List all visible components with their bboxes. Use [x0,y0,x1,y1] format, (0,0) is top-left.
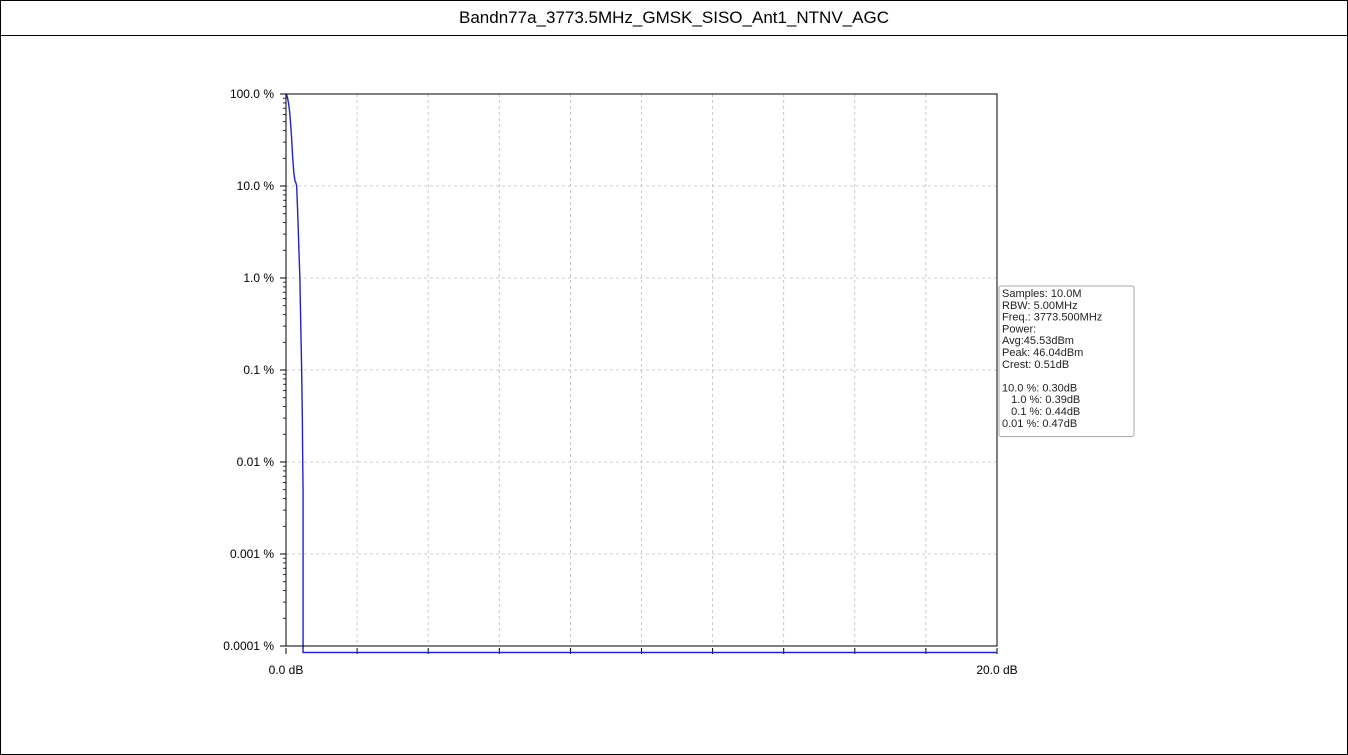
y-tick-label: 0.001 % [230,547,274,561]
y-tick-label: 1.0 % [243,271,274,285]
legend-line: Power: [1002,323,1036,335]
legend-line: Crest: 0.51dB [1002,359,1069,371]
y-tick-label: 10.0 % [237,179,275,193]
y-tick-label: 0.01 % [237,455,275,469]
grid-layer [286,94,997,646]
legend-line: 1.0 %: 0.39dB [1002,394,1080,406]
y-tick-label: 0.1 % [243,363,274,377]
x-tick-label: 20.0 dB [976,663,1017,677]
y-tick-label: 0.0001 % [223,639,274,653]
legend-line: Peak: 46.04dBm [1002,347,1083,359]
legend-line: Samples: 10.0M [1002,288,1081,300]
legend-line: 0.01 %: 0.47dB [1002,418,1077,430]
legend-line: Avg:45.53dBm [1002,335,1074,347]
legend-line: RBW: 5.00MHz [1002,300,1078,312]
x-tick-label: 0.0 dB [269,663,304,677]
legend-line: 0.1 %: 0.44dB [1002,406,1080,418]
legend-line: Freq.: 3773.500MHz [1002,312,1102,324]
y-tick-label: 100.0 % [230,87,274,101]
legend-line: 10.0 %: 0.30dB [1002,382,1077,394]
